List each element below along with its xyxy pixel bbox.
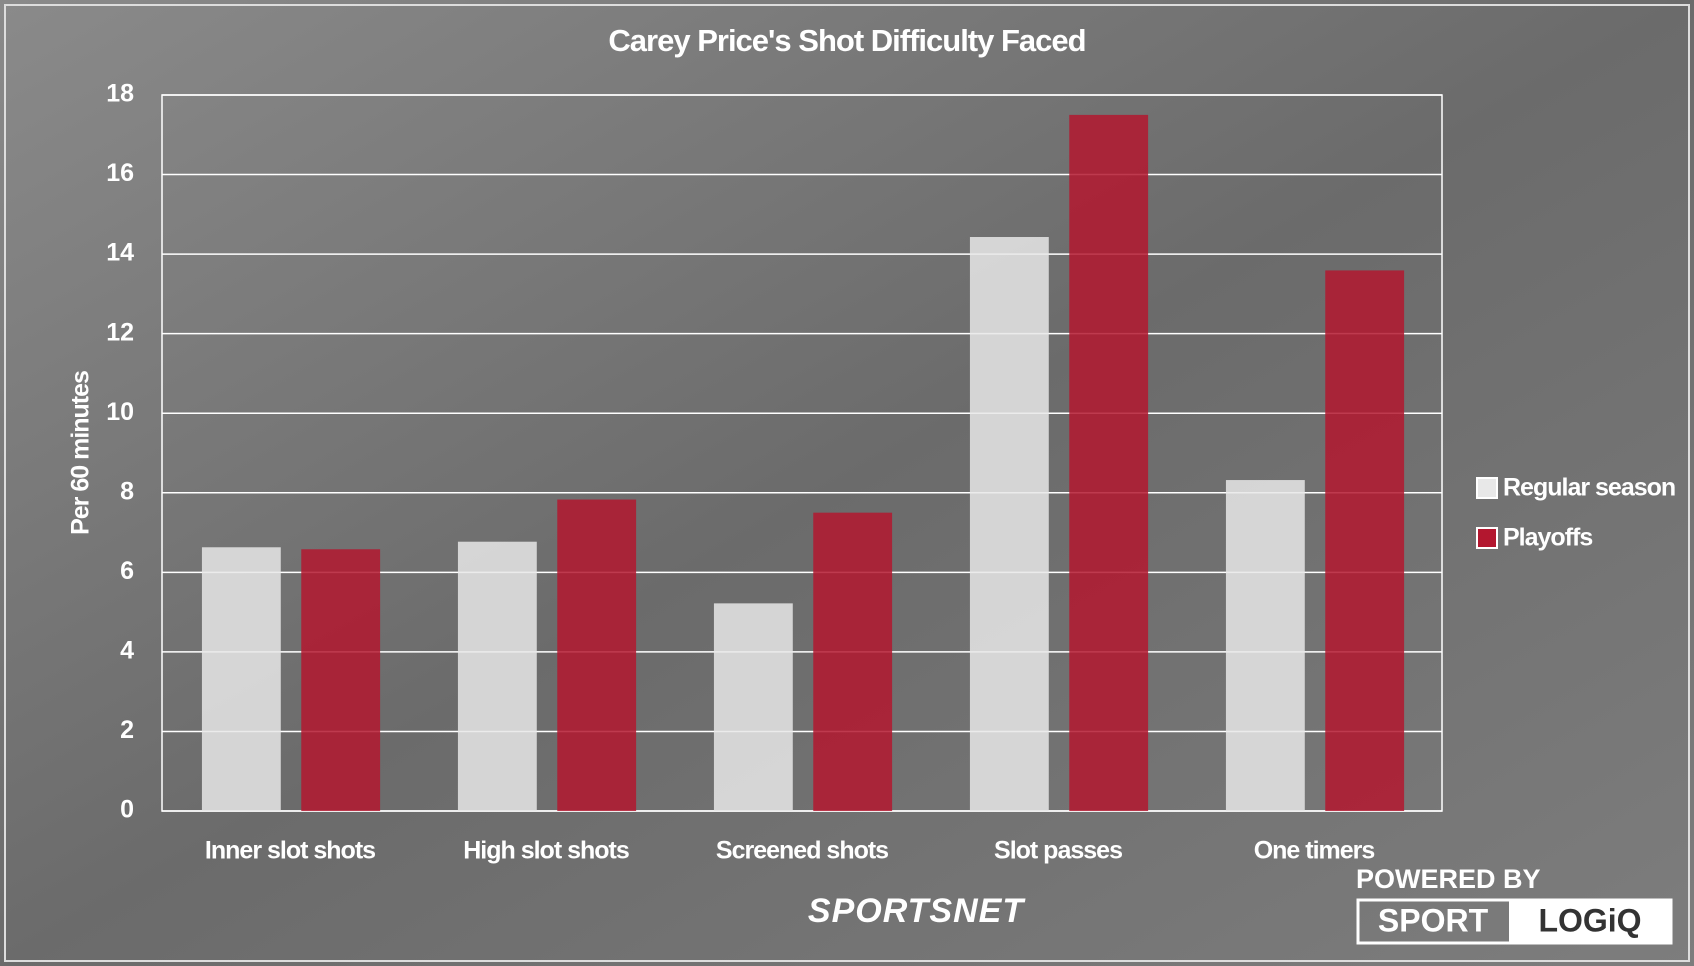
bar [557, 499, 637, 811]
y-tick-label: 12 [106, 318, 134, 346]
bar [813, 512, 893, 811]
bar [713, 603, 793, 811]
x-tick-label: Slot passes [994, 837, 1122, 865]
partner-box-fill [1509, 900, 1671, 943]
x-tick-label: Screened shots [716, 837, 888, 865]
bar [1069, 114, 1149, 811]
y-tick-label: 2 [120, 716, 134, 744]
x-tick-label: Inner slot shots [205, 837, 375, 865]
powered-by: POWERED BY [1356, 864, 1541, 894]
y-tick-label: 6 [120, 557, 134, 585]
y-tick-label: 8 [120, 477, 134, 505]
x-tick-label: One timers [1254, 837, 1375, 865]
x-tick-label: High slot shots [463, 837, 629, 865]
plot-area: 0 2 4 6 8 10 12 14 16 18 Inner slot shots High slot… [106, 80, 1443, 865]
chart-title: Carey Price's Shot Difficulty Faced [608, 23, 1085, 58]
y-tick-label: 4 [120, 636, 134, 664]
legend-label: Playoffs [1503, 524, 1592, 552]
y-tick-label: 18 [106, 80, 134, 108]
bar [457, 541, 537, 811]
legend-swatch [1476, 477, 1498, 499]
y-tick-label: 14 [106, 239, 134, 267]
partner-left: SPORT [1378, 902, 1489, 938]
y-tick-label: 16 [106, 159, 134, 187]
bar [969, 237, 1049, 812]
y-axis-label: Per 60 minutes [67, 371, 95, 535]
bar [201, 547, 281, 811]
frame [4, 4, 1690, 962]
y-tick-label: 0 [120, 796, 134, 824]
partner-right: LOGiQ [1538, 902, 1641, 938]
bar [1225, 480, 1305, 811]
bar [301, 549, 381, 811]
bar [1325, 270, 1405, 811]
legend-label: Regular season [1503, 474, 1675, 502]
y-tick-label: 10 [106, 398, 134, 426]
legend-swatch [1476, 527, 1498, 549]
broadcaster-logo: SPORTSNET [808, 892, 1026, 930]
